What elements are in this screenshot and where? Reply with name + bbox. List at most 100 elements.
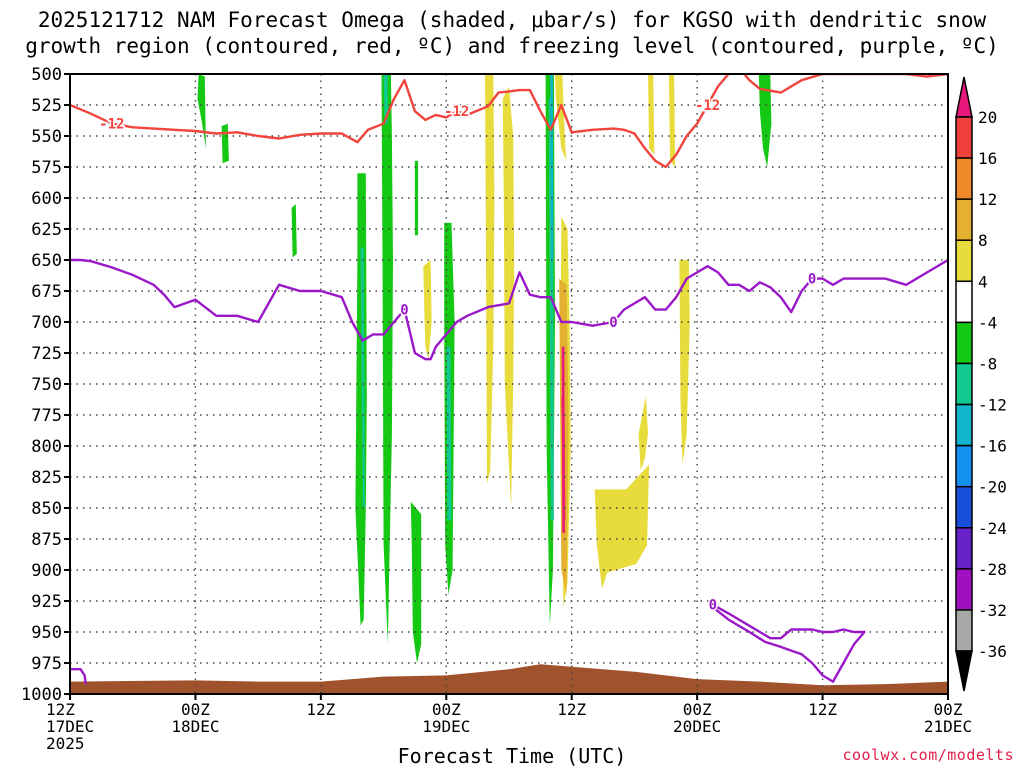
y-tick-label: 700 xyxy=(31,313,62,333)
plot-layer: -12 -12 -12 0 0 0 0 xyxy=(70,74,948,694)
omega-shaded-region xyxy=(414,160,419,236)
freezing-level-contour-label: 0 xyxy=(400,303,408,319)
x-tick-label: 12Z xyxy=(46,700,75,719)
omega-shaded-region xyxy=(381,74,393,645)
colorbar-label: -20 xyxy=(978,478,1007,497)
y-tick-label: 550 xyxy=(31,127,62,147)
x-tick-label: 12Z xyxy=(306,700,335,719)
y-tick-label: 900 xyxy=(31,561,62,581)
chart-title-line-2: growth region (contoured, red, ºC) and f… xyxy=(25,34,999,58)
y-tick-label: 975 xyxy=(31,654,62,674)
y-tick-label: 875 xyxy=(31,530,62,550)
x-tick-label: 12Z xyxy=(557,700,586,719)
x-tick-label: 18DEC xyxy=(171,717,219,736)
omega-shaded-region xyxy=(485,74,495,484)
freezing-level-contour-label: 0 xyxy=(609,315,617,331)
y-tick-label: 950 xyxy=(31,623,62,643)
colorbar-label: -36 xyxy=(978,642,1007,661)
dendritic-growth-contour-label: -12 xyxy=(695,98,720,114)
x-tick-label: 21DEC xyxy=(924,717,972,736)
omega-shaded-region xyxy=(221,123,229,164)
terrain-fill xyxy=(70,664,948,694)
omega-shaded-region xyxy=(679,260,690,465)
colorbar-swatch xyxy=(955,280,973,324)
colorbar-top-arrow xyxy=(955,76,973,118)
omega-shaded-region xyxy=(383,74,388,124)
omega-shaded-region xyxy=(197,74,206,149)
y-tick-label: 650 xyxy=(31,251,62,271)
freezing-level-contour xyxy=(712,603,866,683)
y-tick-label: 850 xyxy=(31,499,62,519)
colorbar-swatch xyxy=(955,116,973,159)
omega-shaded-region xyxy=(648,74,655,155)
omega-shaded-region xyxy=(561,346,565,533)
colorbar-swatch xyxy=(955,527,973,570)
y-tick-label: 800 xyxy=(31,437,62,457)
y-tick-label: 775 xyxy=(31,406,62,426)
omega-shaded-region xyxy=(758,74,772,167)
omega-shaded-region xyxy=(668,74,676,167)
colorbar-label: 16 xyxy=(978,149,997,168)
colorbar-swatch xyxy=(955,157,973,200)
y-tick-label: 525 xyxy=(31,96,62,116)
x-tick-label: 20DEC xyxy=(673,717,721,736)
omega-shaded-region xyxy=(502,86,515,509)
colorbar-swatch xyxy=(955,198,973,241)
colorbar-label: -32 xyxy=(978,601,1007,620)
y-tick-label: 575 xyxy=(31,158,62,178)
colorbar-label: 12 xyxy=(978,190,997,209)
x-tick-label: 2025 xyxy=(46,734,85,753)
omega-shaded-region xyxy=(555,74,567,161)
colorbar-label: -12 xyxy=(978,396,1007,415)
colorbar-bottom-arrow xyxy=(955,650,973,692)
y-tick-label: 750 xyxy=(31,375,62,395)
omega-shaded-region xyxy=(594,464,650,589)
y-tick-label: 600 xyxy=(31,189,62,209)
omega-shaded-region xyxy=(638,396,648,471)
omega-shaded-region xyxy=(291,204,297,258)
colorbar-label: -28 xyxy=(978,560,1007,579)
x-tick-label: 00Z xyxy=(181,700,210,719)
chart-title-line-1: 2025121712 NAM Forecast Omega (shaded, μ… xyxy=(37,8,987,32)
x-tick-label: 19DEC xyxy=(422,717,470,736)
colorbar-swatch xyxy=(955,485,973,529)
omega-shaded-region xyxy=(355,173,367,626)
x-tick-label: 00Z xyxy=(934,700,963,719)
freezing-level-contour xyxy=(70,668,87,685)
omega-shaded-region xyxy=(360,247,365,508)
x-tick-label: 00Z xyxy=(683,700,712,719)
freezing-level-contour-label: 0 xyxy=(709,598,717,614)
colorbar-label: 20 xyxy=(978,108,997,127)
y-tick-label: 925 xyxy=(31,592,62,612)
colorbar-swatch xyxy=(955,239,973,283)
x-tick-label: 00Z xyxy=(432,700,461,719)
colorbar-label: -8 xyxy=(978,354,997,373)
colorbar-label: 8 xyxy=(978,231,988,250)
colorbar-swatch xyxy=(955,362,973,406)
freezing-level-contour-label: 0 xyxy=(808,272,816,288)
dendritic-growth-contour-label: -12 xyxy=(444,104,469,120)
colorbar-swatch xyxy=(955,568,973,611)
y-tick-label: 500 xyxy=(31,65,62,85)
y-tick-label: 625 xyxy=(31,220,62,240)
colorbar-label: -24 xyxy=(978,519,1007,538)
colorbar-label: 4 xyxy=(978,272,988,291)
colorbar-label: -4 xyxy=(978,313,997,332)
colorbar-swatch xyxy=(955,321,973,365)
y-tick-label: 675 xyxy=(31,282,62,302)
colorbar-label: -16 xyxy=(978,437,1007,456)
colorbar-swatch xyxy=(955,444,973,488)
colorbar-swatch xyxy=(955,403,973,447)
x-tick-label: 12Z xyxy=(808,700,837,719)
y-tick-label: 725 xyxy=(31,344,62,364)
omega-shaded-region xyxy=(410,501,422,663)
x-axis-title: Forecast Time (UTC) xyxy=(397,744,627,768)
dendritic-growth-contour xyxy=(70,74,948,169)
y-tick-label: 1000 xyxy=(21,685,62,705)
credit-text: coolwx.com/modelts xyxy=(842,746,1014,764)
x-tick-label: 17DEC xyxy=(46,717,94,736)
freezing-level-contour xyxy=(70,258,948,361)
y-tick-label: 825 xyxy=(31,468,62,488)
colorbar-swatch xyxy=(955,609,973,652)
